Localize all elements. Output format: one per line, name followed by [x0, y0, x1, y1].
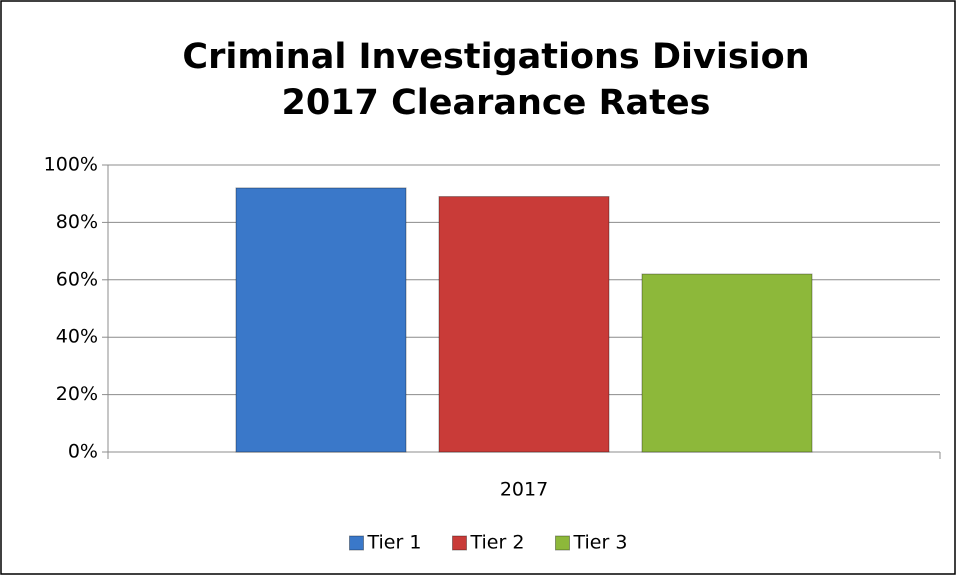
chart-title: 2017 Clearance Rates — [282, 83, 711, 123]
legend-label: Tier 1 — [367, 532, 422, 554]
y-tick-label: 60% — [56, 268, 98, 290]
y-tick-label: 40% — [56, 326, 98, 348]
bar — [235, 187, 407, 453]
bar — [641, 273, 813, 453]
x-tick-label: 2017 — [500, 479, 548, 501]
y-tick-label: 80% — [56, 211, 98, 233]
legend-swatch — [452, 535, 467, 551]
y-tick-label: 0% — [68, 441, 98, 463]
y-tick-label: 100% — [44, 154, 98, 176]
bar — [438, 196, 610, 453]
chart-title: Criminal Investigations Division — [182, 37, 809, 77]
legend-swatch — [349, 535, 364, 551]
y-tick-label: 20% — [56, 383, 98, 405]
legend-swatch — [555, 535, 570, 551]
legend-label: Tier 3 — [573, 532, 628, 554]
legend-label: Tier 2 — [470, 532, 525, 554]
